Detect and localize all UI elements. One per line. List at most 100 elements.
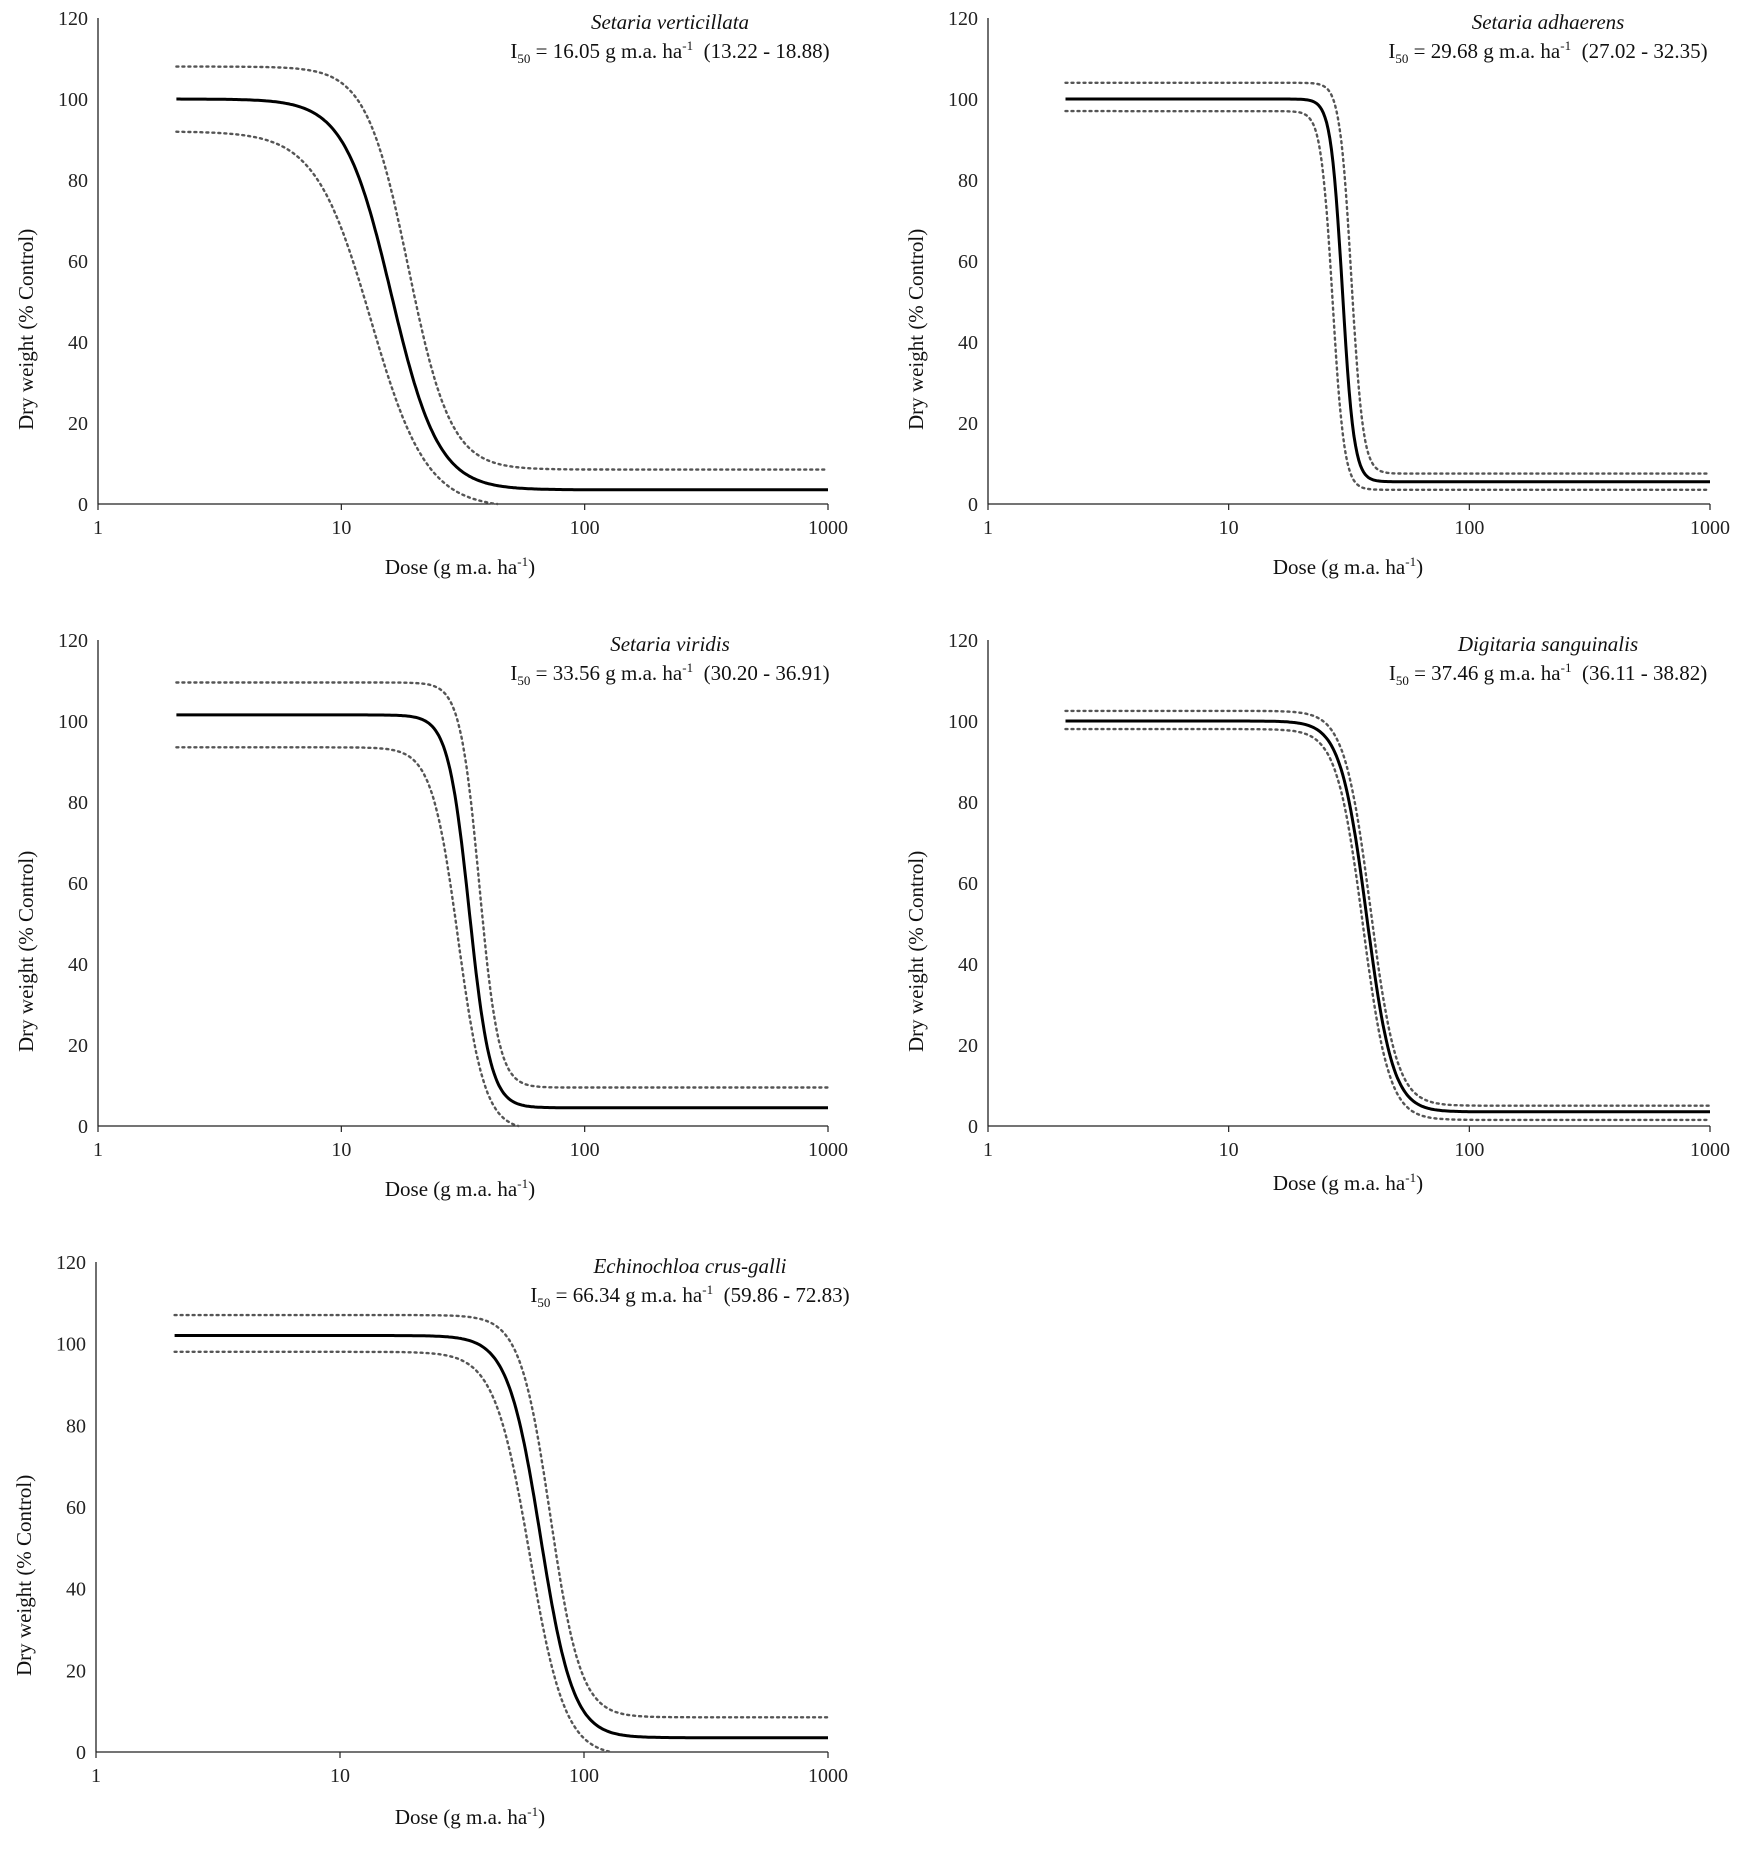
i50-stat: I50 = 29.68 g m.a. ha-1 (27.02 - 32.35)	[1388, 38, 1708, 67]
y-tick-label: 80	[68, 792, 88, 814]
y-tick-label: 80	[958, 170, 978, 192]
fitted-curve	[176, 713, 828, 1110]
y-tick-label: 20	[958, 413, 978, 435]
y-tick-label: 120	[948, 8, 978, 30]
y-tick-label: 40	[66, 1579, 86, 1601]
i50-stat: I50 = 37.46 g m.a. ha-1 (36.11 - 38.82)	[1388, 660, 1708, 689]
confidence-band-curve	[1064, 109, 1712, 491]
y-tick-label: 0	[78, 1116, 88, 1138]
x-axis-label: Dose (g m.a. ha-1)	[394, 1804, 546, 1829]
y-axis-label: Dry weight (% Control)	[14, 850, 38, 1052]
x-tick-label: 100	[570, 517, 600, 539]
x-axis-label: Dose (g m.a. ha-1)	[1272, 554, 1424, 579]
x-tick-label: 1	[91, 1765, 101, 1787]
y-tick-label: 60	[68, 251, 88, 273]
y-axis-label: Dry weight (% Control)	[14, 228, 38, 430]
x-tick-label: 10	[1219, 517, 1239, 539]
chart-title-3: Setaria viridis I50 = 33.56 g m.a. ha-1 …	[470, 632, 870, 693]
x-tick-label: 1000	[1690, 1139, 1730, 1161]
species-name: Setaria adhaerens	[1471, 10, 1625, 34]
y-tick-label: 20	[68, 413, 88, 435]
y-tick-label: 0	[968, 494, 978, 516]
confidence-band-curve	[175, 65, 830, 471]
confidence-band-curve	[1064, 727, 1712, 1122]
chart-panel-2: 0 20 40 60 80 100 120 1 10 100 1000 Setaria adhaer…	[888, 0, 1753, 600]
fitted-curve	[174, 1334, 828, 1740]
y-tick-label: 40	[958, 954, 978, 976]
species-name: Digitaria sanguinalis	[1457, 632, 1639, 656]
chart-panel-1: 0 20 40 60 80 100 120 1 10 100 1000 Setaria vertic…	[0, 0, 870, 600]
y-tick-label: 120	[56, 1252, 86, 1274]
x-tick-label: 1	[93, 1139, 103, 1161]
y-tick-label: 80	[66, 1415, 86, 1437]
confidence-band-curve	[175, 681, 830, 1089]
y-axis-label: Dry weight (% Control)	[12, 1474, 36, 1676]
confidence-band-curve	[175, 130, 499, 506]
y-tick-label: 120	[948, 630, 978, 652]
y-tick-label: 0	[76, 1742, 86, 1764]
x-tick-label: 1000	[808, 1139, 848, 1161]
x-tick-label: 10	[330, 1765, 350, 1787]
y-axis-label: Dry weight (% Control)	[904, 850, 928, 1052]
chart-title-5: Echinochloa crus-galli I50 = 66.34 g m.a…	[490, 1254, 890, 1315]
chart-panel-4: 0 20 40 60 80 100 120 1 10 100 1000 Digitaria sang…	[888, 622, 1753, 1222]
i50-stat: I50 = 66.34 g m.a. ha-1 (59.86 - 72.83)	[530, 1282, 850, 1311]
x-tick-label: 1000	[1690, 517, 1730, 539]
x-tick-label: 1	[983, 517, 993, 539]
x-tick-label: 1000	[808, 1765, 848, 1787]
species-name: Echinochloa crus-galli	[593, 1254, 787, 1278]
x-tick-label: 10	[331, 517, 351, 539]
fitted-curve	[1065, 97, 1710, 484]
chart-title-4: Digitaria sanguinalis I50 = 37.46 g m.a.…	[1348, 632, 1748, 693]
x-tick-label: 1	[983, 1139, 993, 1161]
y-tick-label: 0	[968, 1116, 978, 1138]
confidence-band-curve	[173, 1350, 612, 1754]
confidence-band-curve	[1064, 709, 1712, 1107]
y-tick-label: 40	[68, 332, 88, 354]
x-tick-label: 100	[1454, 1139, 1484, 1161]
x-axis-label: Dose (g m.a. ha-1)	[384, 1176, 536, 1201]
x-axis-label: Dose (g m.a. ha-1)	[384, 554, 536, 579]
confidence-band-curve	[1064, 81, 1712, 475]
chart-panel-5: 0 20 40 60 80 100 120 1 10 100 1000 Echinochloa cr…	[0, 1244, 870, 1844]
x-tick-label: 1000	[808, 517, 848, 539]
y-tick-label: 20	[68, 1035, 88, 1057]
y-tick-label: 120	[58, 630, 88, 652]
x-tick-label: 100	[570, 1139, 600, 1161]
x-tick-label: 100	[1454, 517, 1484, 539]
y-axis-label: Dry weight (% Control)	[904, 228, 928, 430]
y-tick-label: 20	[66, 1660, 86, 1682]
y-tick-label: 60	[68, 873, 88, 895]
confidence-band-curve	[175, 746, 520, 1128]
fitted-curve	[1065, 719, 1710, 1114]
y-tick-label: 80	[68, 170, 88, 192]
chart-title-2: Setaria adhaerens I50 = 29.68 g m.a. ha-…	[1348, 10, 1748, 71]
x-tick-label: 10	[1219, 1139, 1239, 1161]
y-tick-label: 60	[66, 1497, 86, 1519]
y-tick-label: 100	[56, 1334, 86, 1356]
x-tick-label: 100	[569, 1765, 599, 1787]
confidence-band-curve	[173, 1313, 830, 1719]
y-tick-label: 100	[58, 89, 88, 111]
species-name: Setaria verticillata	[590, 10, 750, 34]
fitted-curve	[176, 97, 828, 492]
y-tick-label: 0	[78, 494, 88, 516]
chart-panel-3: 0 20 40 60 80 100 120 1 10 100 1000 Setaria viridi…	[0, 622, 870, 1222]
y-tick-label: 100	[948, 711, 978, 733]
i50-stat: I50 = 16.05 g m.a. ha-1 (13.22 - 18.88)	[510, 38, 830, 67]
y-tick-label: 20	[958, 1035, 978, 1057]
x-axis-label: Dose (g m.a. ha-1)	[1272, 1170, 1424, 1195]
y-tick-label: 80	[958, 792, 978, 814]
species-name: Setaria viridis	[610, 632, 730, 656]
y-tick-label: 120	[58, 8, 88, 30]
chart-title-1: Setaria verticillata I50 = 16.05 g m.a. …	[470, 10, 870, 71]
y-tick-label: 40	[958, 332, 978, 354]
y-tick-label: 60	[958, 251, 978, 273]
y-tick-label: 100	[58, 711, 88, 733]
x-tick-label: 10	[331, 1139, 351, 1161]
